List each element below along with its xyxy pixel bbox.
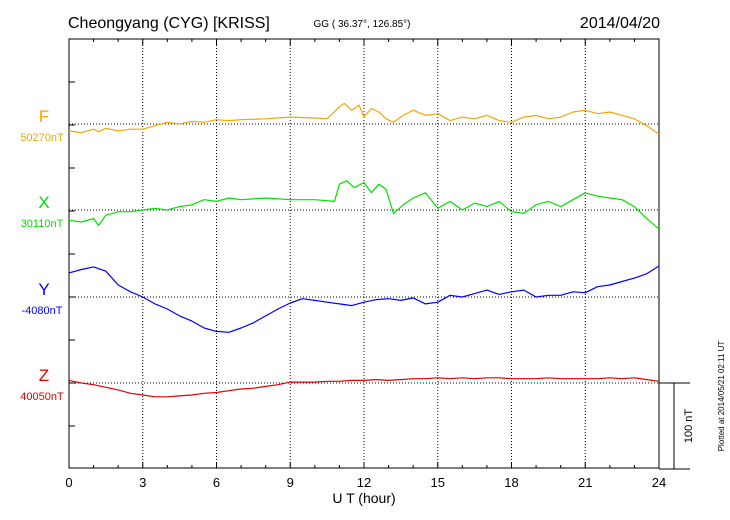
series-baseline-z: 40050nT [20, 391, 64, 403]
series-line-x [68, 180, 660, 230]
series-line-f [68, 102, 660, 135]
series-line-z [68, 377, 660, 398]
x-tick-label: 3 [139, 475, 146, 490]
x-tick-label: 21 [578, 475, 592, 490]
x-tick-label: 24 [652, 475, 666, 490]
x-tick-label: 18 [504, 475, 518, 490]
series-name-y: Y [38, 280, 49, 299]
series-group: F 50270nT X 30110nT Y -4080nT Z 40050nT [20, 102, 660, 403]
series-baseline-y: -4080nT [22, 305, 63, 317]
scale-bar: 100 nT [659, 382, 695, 470]
series-line-y [68, 265, 660, 333]
series-name-x: X [38, 193, 49, 212]
series-name-z: Z [39, 366, 49, 385]
series-baseline-f: 50270nT [20, 132, 64, 144]
series-baseline-x: 30110nT [21, 218, 64, 230]
x-tick-label: 9 [287, 475, 294, 490]
scale-bar-label: 100 nT [683, 409, 695, 444]
date-title: 2014/04/20 [580, 15, 660, 32]
grid-lines [69, 39, 659, 468]
x-axis-title: U T (hour) [332, 490, 395, 506]
plot-frame [68, 38, 660, 469]
series-name-f: F [39, 107, 49, 126]
x-tick-label: 6 [213, 475, 220, 490]
coordinates-title: GG ( 36.37°, 126.85°) [314, 19, 411, 30]
axis-ticks: 0 3 6 9 12 15 18 21 24 [65, 38, 666, 490]
x-tick-label: 12 [357, 475, 371, 490]
plot-timestamp: Plotted at 2014/05/21 02:11 UT [717, 341, 726, 452]
x-tick-label: 0 [65, 475, 72, 490]
station-title: Cheongyang (CYG) [KRISS] [68, 15, 270, 32]
x-tick-label: 15 [431, 475, 445, 490]
